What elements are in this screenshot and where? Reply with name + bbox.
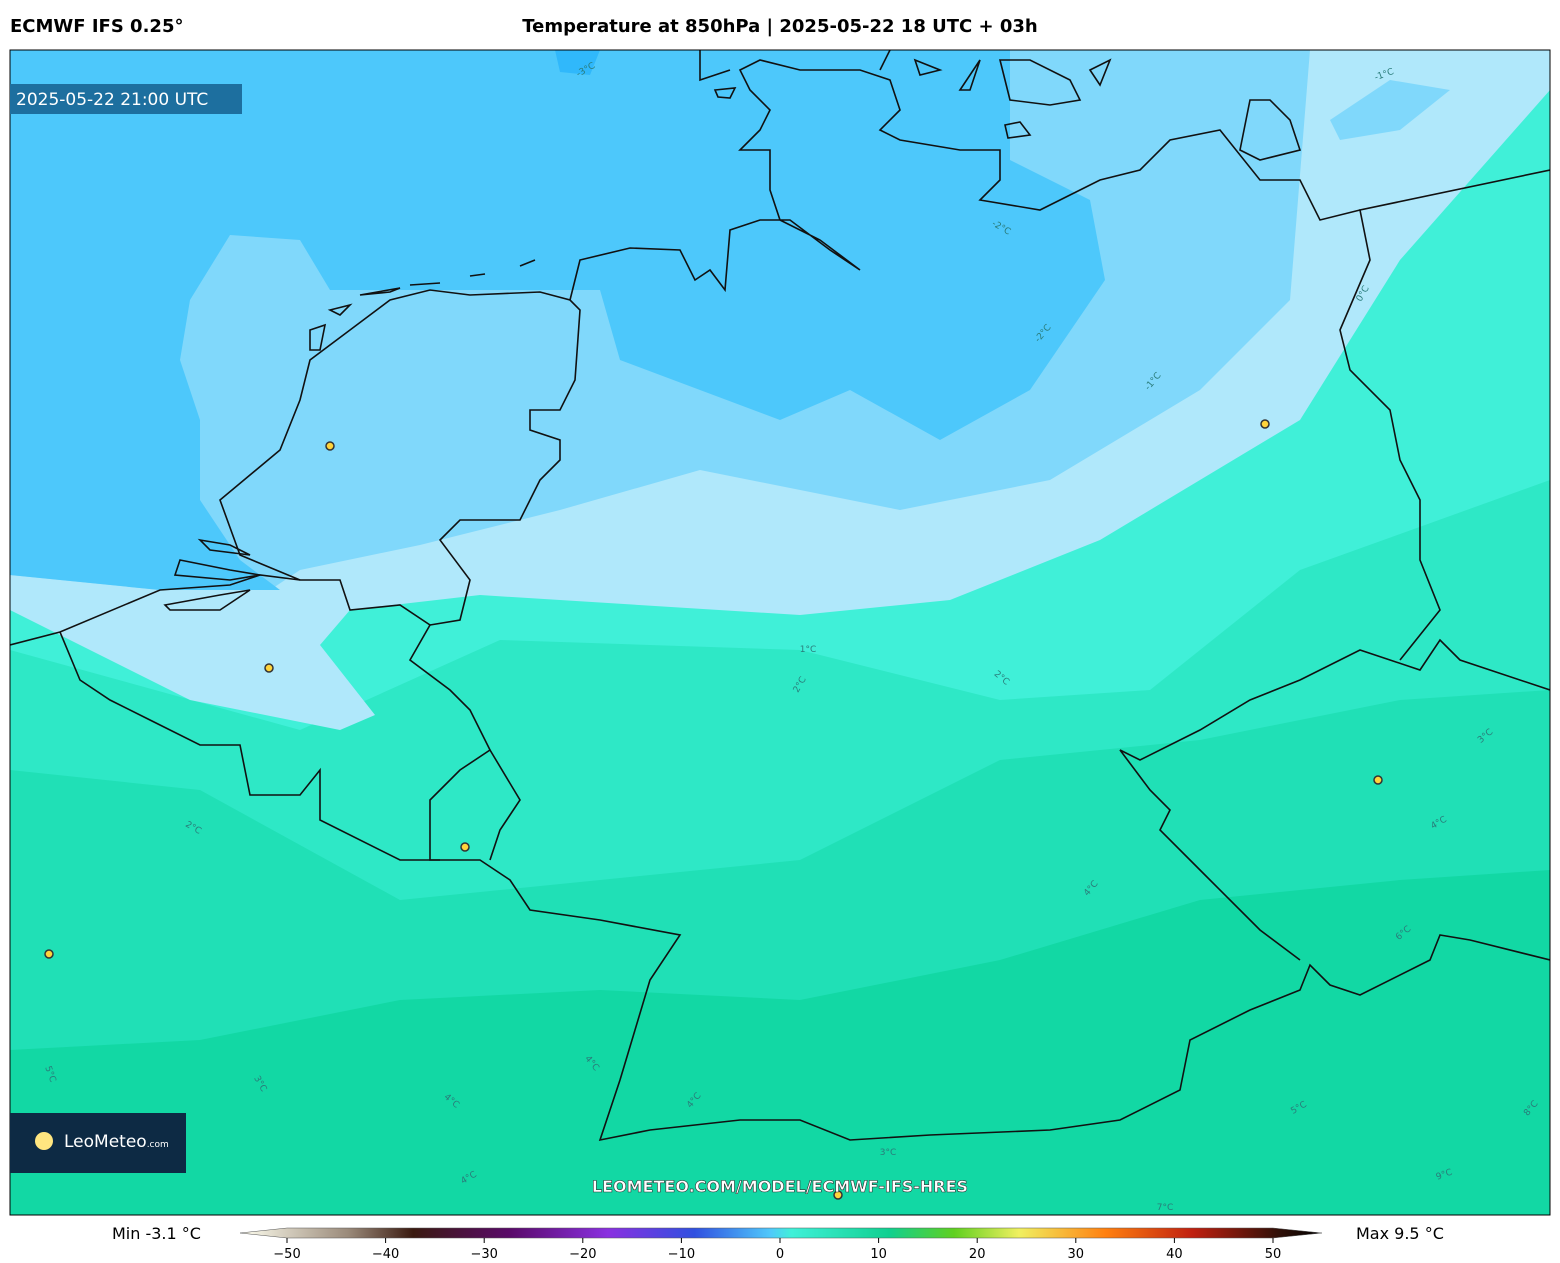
valid-time: 2025-05-22 21:00 UTC xyxy=(16,90,208,110)
model-name: ECMWF IFS 0.25° xyxy=(10,16,183,37)
colorbar-ticks: −50 −40 −30 −20 −10 0 10 20 30 40 50 xyxy=(273,1238,1281,1262)
map-frame xyxy=(9,49,1551,1216)
logo-suffix: .com xyxy=(147,1140,169,1150)
field-m2 xyxy=(10,50,1105,590)
field-m3 xyxy=(555,50,600,75)
logo-name: LeoMeteo.com xyxy=(64,1132,169,1152)
colorbar-tick-label: 10 xyxy=(870,1247,887,1262)
map: -3°C-2°C-2°C-1°C-1°C0°C1°C2°C 2°C2°C3°C3°… xyxy=(10,50,1550,1215)
colorbar-tick-label: 50 xyxy=(1265,1247,1282,1262)
colorbar-tick-label: 0 xyxy=(776,1247,784,1262)
contour-label: 3°C xyxy=(880,1148,897,1158)
colorbar-tick-label: −30 xyxy=(470,1247,497,1262)
colorbar-tick-label: −40 xyxy=(372,1247,399,1262)
colorbar-tick-label: −20 xyxy=(569,1247,596,1262)
field-m1b xyxy=(1330,80,1450,140)
colorbar-tick-label: 20 xyxy=(969,1247,986,1262)
colorbar-min: Min -3.1 °C xyxy=(112,1224,201,1243)
logo-name-text: LeoMeteo xyxy=(64,1132,147,1152)
colorbar-tick-label: 40 xyxy=(1166,1247,1183,1262)
colorbar-tick-label: −10 xyxy=(668,1247,695,1262)
colorbar-tick-label: −50 xyxy=(273,1247,300,1262)
city-markers xyxy=(44,419,1383,1200)
coastlines xyxy=(10,50,1550,1142)
valid-time-box xyxy=(10,84,242,114)
contour-label: 1°C xyxy=(800,645,817,655)
logo-sun xyxy=(35,1132,53,1150)
contour-label: 7°C xyxy=(1157,1203,1174,1213)
colorbar-tick-label: 30 xyxy=(1068,1247,1085,1262)
colorbar-max: Max 9.5 °C xyxy=(1356,1224,1444,1243)
colorbar xyxy=(239,1227,1323,1239)
watermark: LEOMETEO.COM/MODEL/ECMWF-IFS-HRES xyxy=(592,1177,968,1196)
map-title: Temperature at 850hPa | 2025-05-22 18 UT… xyxy=(522,16,1037,37)
